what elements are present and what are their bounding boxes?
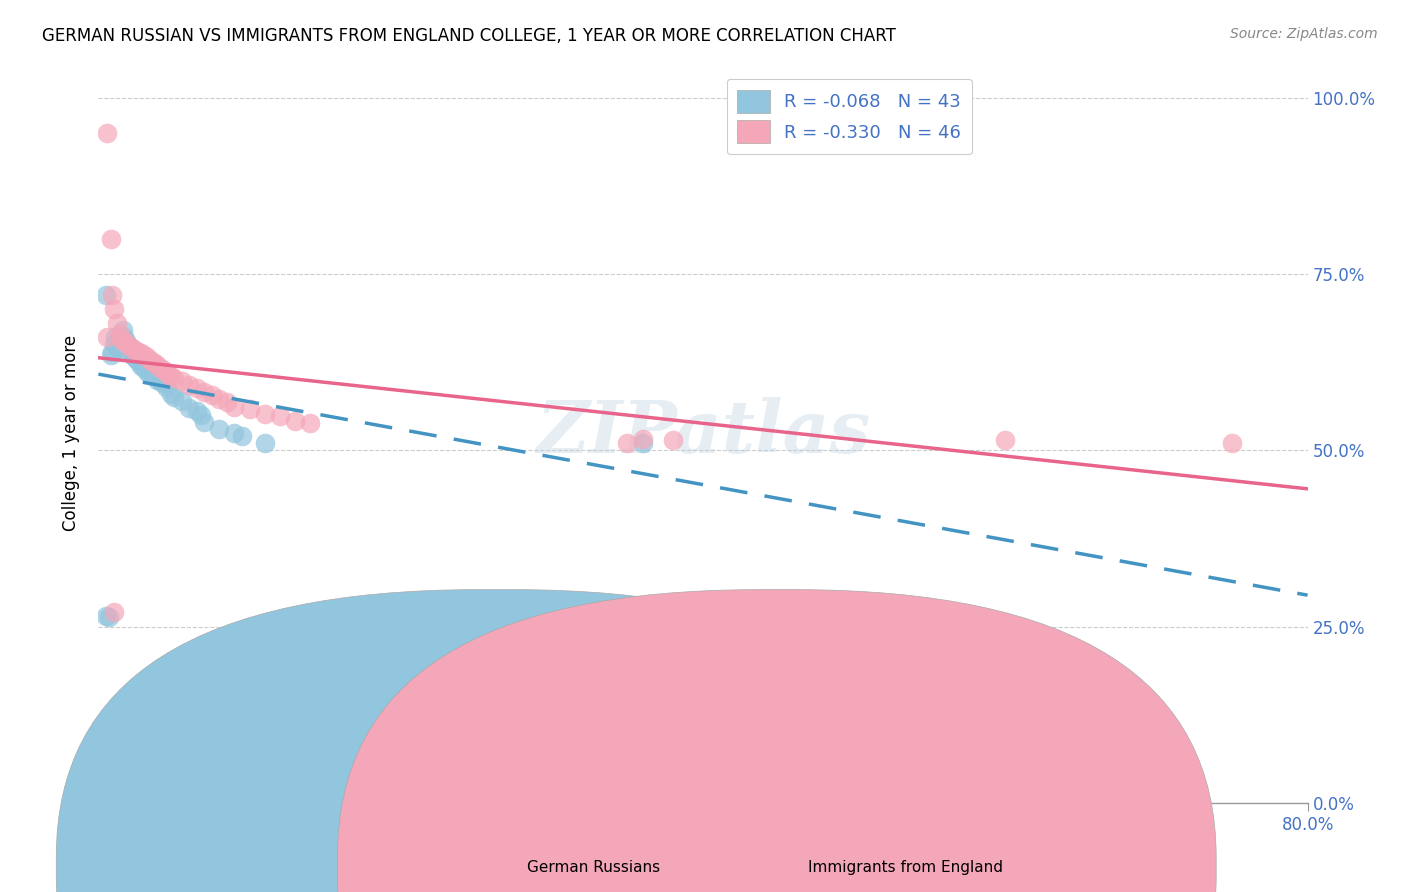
Text: GERMAN RUSSIAN VS IMMIGRANTS FROM ENGLAND COLLEGE, 1 YEAR OR MORE CORRELATION CH: GERMAN RUSSIAN VS IMMIGRANTS FROM ENGLAN…: [42, 27, 896, 45]
Point: [994, 433, 1017, 447]
Point: [134, 362, 156, 376]
Point: [190, 408, 212, 422]
Point: [94, 609, 117, 624]
Point: [179, 401, 201, 415]
Point: [1220, 436, 1243, 450]
Point: [105, 339, 128, 353]
Point: [224, 400, 246, 414]
Text: ZIPatlas: ZIPatlas: [536, 397, 870, 468]
Point: [118, 339, 141, 353]
Point: [148, 359, 170, 374]
Point: [201, 388, 224, 402]
Point: [127, 353, 149, 368]
Point: [156, 367, 179, 381]
Point: [108, 326, 131, 341]
Point: [155, 380, 177, 394]
Point: [96, 330, 118, 344]
Point: [141, 367, 163, 381]
Text: Source: ZipAtlas.com: Source: ZipAtlas.com: [1230, 27, 1378, 41]
Point: [105, 316, 128, 330]
Point: [122, 346, 145, 360]
Point: [101, 344, 124, 359]
Point: [146, 373, 169, 387]
Point: [631, 436, 654, 450]
Legend: R = -0.068   N = 43, R = -0.330   N = 46: R = -0.068 N = 43, R = -0.330 N = 46: [727, 78, 972, 154]
Point: [224, 425, 246, 440]
Point: [136, 366, 159, 380]
Point: [186, 404, 208, 418]
Point: [661, 433, 683, 447]
Point: [96, 126, 118, 140]
Point: [253, 436, 276, 450]
Point: [299, 417, 322, 431]
Point: [150, 362, 173, 376]
Point: [135, 350, 157, 364]
Point: [152, 376, 174, 391]
Point: [129, 359, 152, 373]
Point: [253, 407, 276, 421]
Point: [125, 351, 148, 366]
Point: [208, 422, 231, 436]
Point: [111, 323, 134, 337]
Point: [114, 336, 136, 351]
Point: [631, 432, 654, 446]
Point: [94, 288, 117, 302]
Point: [160, 387, 183, 401]
Point: [120, 341, 142, 355]
Point: [193, 385, 215, 400]
Point: [101, 288, 124, 302]
Point: [186, 381, 208, 395]
Point: [179, 378, 201, 392]
Point: [121, 341, 143, 355]
Point: [128, 355, 150, 369]
Point: [193, 415, 215, 429]
Point: [129, 346, 152, 360]
Point: [163, 390, 186, 404]
Point: [160, 369, 183, 384]
Point: [121, 348, 143, 362]
Point: [112, 330, 135, 344]
Point: [215, 395, 238, 409]
Point: [104, 330, 127, 344]
Point: [142, 355, 165, 369]
Point: [284, 414, 307, 428]
Point: [103, 302, 125, 317]
Point: [269, 409, 291, 424]
Point: [124, 343, 146, 358]
Point: [110, 343, 132, 358]
Point: [170, 393, 193, 408]
Point: [239, 402, 262, 417]
Point: [127, 344, 149, 359]
Point: [616, 436, 638, 450]
Point: [139, 353, 162, 368]
Point: [208, 392, 231, 407]
Point: [98, 610, 121, 624]
Point: [231, 429, 253, 443]
Y-axis label: College, 1 year or more: College, 1 year or more: [62, 334, 80, 531]
Point: [100, 232, 122, 246]
Point: [100, 348, 122, 362]
Point: [107, 341, 129, 355]
Point: [145, 357, 167, 371]
Text: Immigrants from England: Immigrants from England: [808, 860, 1004, 874]
Point: [118, 339, 141, 353]
Point: [111, 334, 134, 348]
Point: [143, 369, 166, 384]
Point: [170, 374, 193, 388]
Point: [114, 334, 136, 348]
Text: German Russians: German Russians: [527, 860, 661, 874]
Point: [103, 606, 125, 620]
Point: [132, 348, 155, 362]
Point: [132, 359, 155, 374]
Point: [153, 364, 176, 378]
Point: [124, 350, 146, 364]
Point: [149, 374, 172, 388]
Point: [103, 337, 125, 351]
Point: [110, 332, 132, 346]
Point: [163, 371, 186, 385]
